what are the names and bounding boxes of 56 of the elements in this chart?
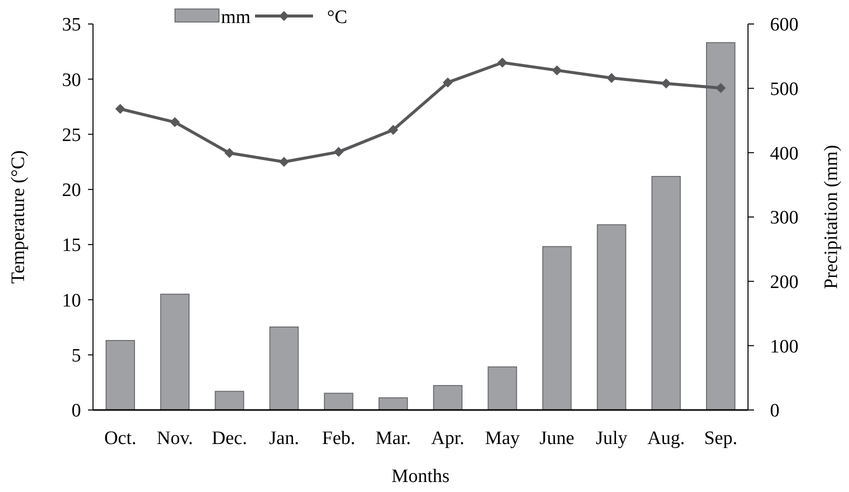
point [388,124,398,135]
legend-label: mm [221,7,251,28]
y-tick-label: 5 [72,346,81,367]
y-tick-label: 15 [62,235,81,256]
bar [542,246,572,410]
y-tick-label: 25 [62,124,81,146]
x-tick-label: Dec. [212,428,248,449]
point [716,82,726,93]
x-tick-label: Sep. [704,428,738,449]
bar [651,176,681,410]
y2-tick-label: 600 [770,14,798,36]
x-tick-label: June [540,428,574,449]
y2-tick-label: 500 [770,78,798,100]
x-tick-label: May [484,428,520,449]
bar [269,326,299,410]
point [224,148,234,158]
y2-axis-title: Precipitation (mm) [821,144,842,290]
x-tick-label: July [596,428,628,449]
x-tick-label: Jan. [269,428,300,449]
point [552,65,562,76]
bar [596,224,626,410]
legend-label: °C [327,7,348,28]
x-tick-label: Mar. [376,428,411,449]
bar [160,294,190,410]
point [442,77,453,88]
x-tick-label: Apr. [431,428,464,449]
point [606,73,617,84]
bar [324,392,354,410]
y-tick-label: 35 [62,14,81,36]
bar [106,340,135,410]
point [279,156,290,167]
bar [378,397,408,410]
point [170,117,180,128]
y-tick-label: 30 [62,70,81,91]
bar [488,366,518,410]
x-axis-title: Months [391,466,450,487]
point [334,146,344,157]
y-tick-label: 0 [72,400,81,422]
bar [706,42,736,410]
y2-tick-label: 200 [770,272,798,293]
point [497,58,508,68]
y2-tick-label: 400 [770,143,798,164]
x-tick-label: Feb. [322,428,356,449]
x-tick-label: Aug. [647,428,685,449]
y-tick-label: 10 [62,290,81,312]
y-axis-title: Temperature (°C) [8,150,29,284]
x-tick-label: Oct. [104,428,136,449]
x-tick-label: Nov. [156,428,193,449]
point [115,104,126,114]
point [661,78,672,89]
bar [214,390,244,410]
y2-tick-label: 100 [770,336,798,358]
y2-tick-label: 0 [770,400,780,422]
bar [433,385,462,410]
y-tick-label: 20 [62,180,81,202]
y2-tick-label: 300 [770,208,798,229]
